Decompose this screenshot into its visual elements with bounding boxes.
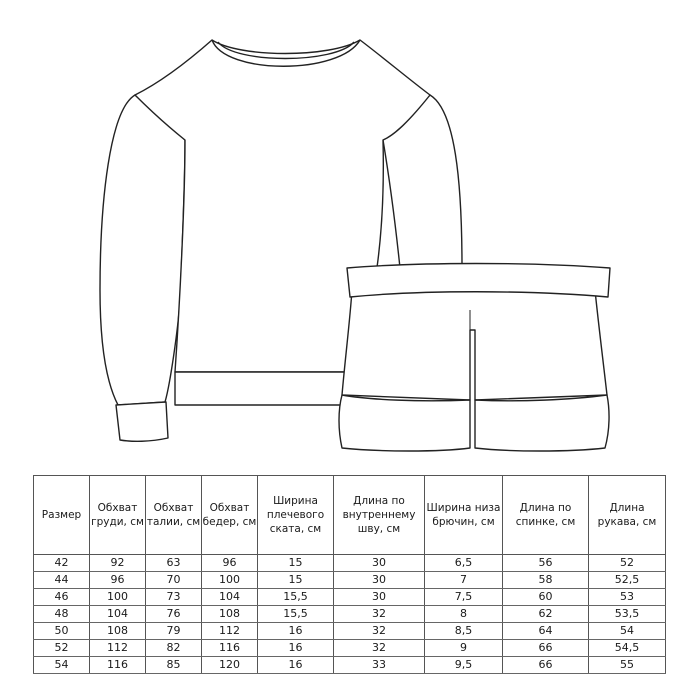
- header-size: Размер: [33, 475, 90, 555]
- table-cell: 54: [33, 656, 90, 674]
- table-cell: 9,5: [424, 656, 503, 674]
- table-cell: 104: [89, 605, 146, 623]
- table-cell: 33: [333, 656, 425, 674]
- table-row: 50 108 79 112 16 32 8,5 64 54: [33, 622, 666, 640]
- table-row: 52 112 82 116 16 32 9 66 54,5: [33, 639, 666, 657]
- table-cell: 116: [89, 656, 146, 674]
- table-cell: 100: [201, 571, 258, 589]
- table-cell: 8: [424, 605, 503, 623]
- table-cell: 44: [33, 571, 90, 589]
- table-cell: 85: [145, 656, 202, 674]
- table-cell: 54: [588, 622, 666, 640]
- header-waist: Обхват талии, см: [145, 475, 202, 555]
- table-cell: 15,5: [257, 605, 334, 623]
- table-cell: 16: [257, 639, 334, 657]
- header-chest: Обхват груди, см: [89, 475, 146, 555]
- table-cell: 7,5: [424, 588, 503, 606]
- table-cell: 53: [588, 588, 666, 606]
- table-cell: 15: [257, 554, 334, 572]
- table-cell: 15: [257, 571, 334, 589]
- table-cell: 92: [89, 554, 146, 572]
- table-cell: 30: [333, 554, 425, 572]
- table-cell: 120: [201, 656, 258, 674]
- table-cell: 58: [502, 571, 589, 589]
- header-leg-opening: Ширина низа брючин, см: [424, 475, 503, 555]
- header-shoulder: Ширина плечевого ската, см: [257, 475, 334, 555]
- table-cell: 50: [33, 622, 90, 640]
- size-chart-table: Размер Обхват груди, см Обхват талии, см…: [33, 475, 666, 674]
- header-inseam: Длина по внутреннему шву, см: [333, 475, 425, 555]
- table-cell: 112: [201, 622, 258, 640]
- table-cell: 48: [33, 605, 90, 623]
- shorts-drawing: [338, 262, 611, 452]
- table-cell: 46: [33, 588, 90, 606]
- table-cell: 100: [89, 588, 146, 606]
- table-cell: 32: [333, 605, 425, 623]
- table-cell: 76: [145, 605, 202, 623]
- table-cell: 66: [502, 639, 589, 657]
- table-cell: 16: [257, 622, 334, 640]
- table-cell: 56: [502, 554, 589, 572]
- table-cell: 108: [201, 605, 258, 623]
- table-cell: 42: [33, 554, 90, 572]
- table-cell: 79: [145, 622, 202, 640]
- table-cell: 53,5: [588, 605, 666, 623]
- table-cell: 30: [333, 588, 425, 606]
- table-cell: 9: [424, 639, 503, 657]
- garment-illustration: [99, 39, 611, 452]
- header-back-length: Длина по спинке, см: [502, 475, 589, 555]
- header-hips: Обхват бедер, см: [201, 475, 258, 555]
- table-row: 42 92 63 96 15 30 6,5 56 52: [33, 554, 666, 572]
- table-cell: 63: [145, 554, 202, 572]
- table-cell: 64: [502, 622, 589, 640]
- table-cell: 104: [201, 588, 258, 606]
- table-row: 54 116 85 120 16 33 9,5 66 55: [33, 656, 666, 674]
- table-cell: 96: [89, 571, 146, 589]
- table-cell: 32: [333, 639, 425, 657]
- table-cell: 116: [201, 639, 258, 657]
- table-cell: 32: [333, 622, 425, 640]
- header-sleeve-length: Длина рукава, см: [588, 475, 666, 555]
- table-cell: 55: [588, 656, 666, 674]
- table-row: 44 96 70 100 15 30 7 58 52,5: [33, 571, 666, 589]
- table-cell: 60: [502, 588, 589, 606]
- table-cell: 70: [145, 571, 202, 589]
- table-cell: 54,5: [588, 639, 666, 657]
- table-cell: 62: [502, 605, 589, 623]
- table-cell: 82: [145, 639, 202, 657]
- table-cell: 52,5: [588, 571, 666, 589]
- table-cell: 112: [89, 639, 146, 657]
- table-row: 48 104 76 108 15,5 32 8 62 53,5: [33, 605, 666, 623]
- table-cell: 30: [333, 571, 425, 589]
- table-cell: 52: [33, 639, 90, 657]
- table-row: 46 100 73 104 15,5 30 7,5 60 53: [33, 588, 666, 606]
- table-cell: 6,5: [424, 554, 503, 572]
- table-cell: 8,5: [424, 622, 503, 640]
- table-cell: 15,5: [257, 588, 334, 606]
- table-cell: 52: [588, 554, 666, 572]
- table-cell: 108: [89, 622, 146, 640]
- table-cell: 73: [145, 588, 202, 606]
- table-cell: 96: [201, 554, 258, 572]
- header-row: Размер Обхват груди, см Обхват талии, см…: [33, 475, 666, 555]
- table-cell: 16: [257, 656, 334, 674]
- table-cell: 66: [502, 656, 589, 674]
- table-cell: 7: [424, 571, 503, 589]
